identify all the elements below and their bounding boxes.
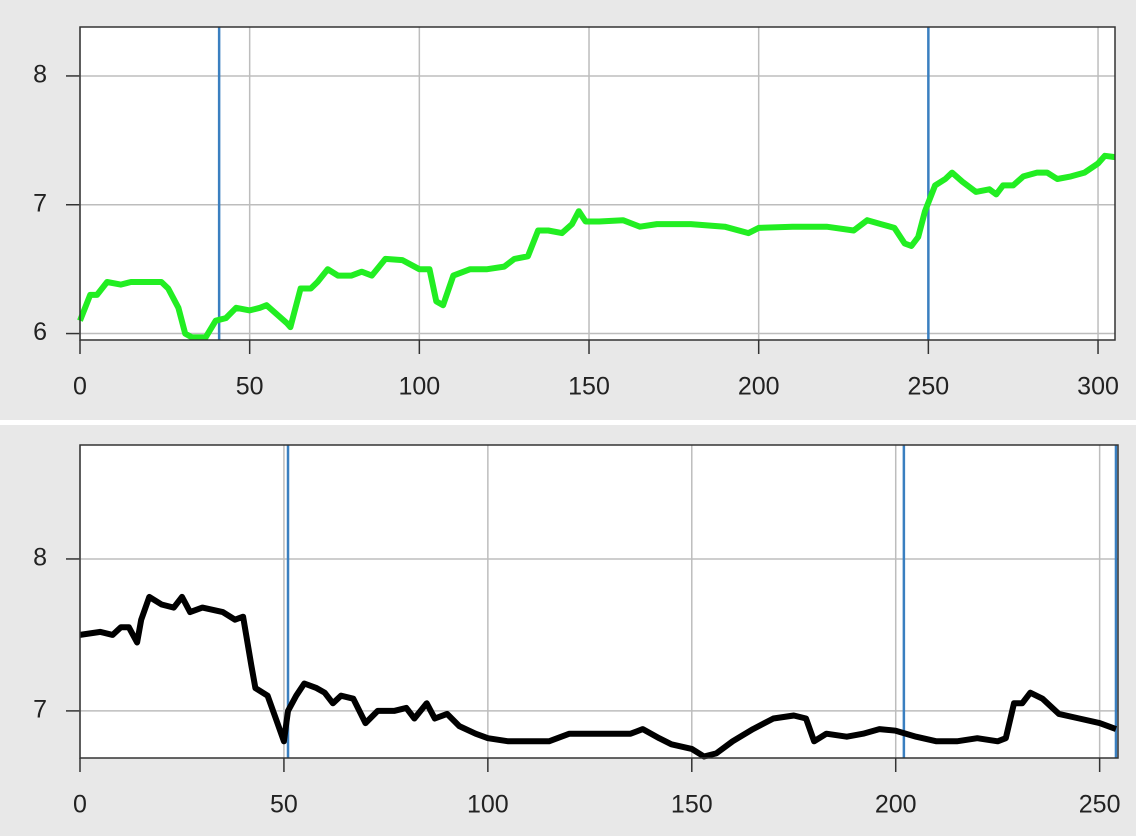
x-tick-label: 150 (568, 373, 610, 401)
plot-area (80, 445, 1118, 758)
x-tick-label: 0 (73, 373, 87, 401)
y-tick-label: 8 (33, 61, 47, 89)
y-tick-label: 8 (33, 544, 47, 572)
x-tick-label: 300 (1077, 373, 1119, 401)
plot-frame (79, 26, 1116, 341)
x-tick-label: 200 (738, 373, 780, 401)
data-line (77, 152, 1116, 341)
x-tick-label: 200 (875, 791, 917, 819)
x-tick-label: 150 (671, 791, 713, 819)
y-tick-label: 7 (33, 189, 47, 217)
x-tick-label: 0 (73, 791, 87, 819)
y-tick-label: 6 (33, 318, 47, 346)
data-line (79, 593, 1118, 760)
plot-area (80, 27, 1115, 340)
y-tick-label: 7 (33, 696, 47, 724)
x-tick-label: 50 (236, 373, 264, 401)
plot-frame (79, 444, 1119, 759)
x-tick-label: 100 (467, 791, 509, 819)
x-tick-label: 250 (908, 373, 950, 401)
x-tick-label: 50 (270, 791, 298, 819)
x-tick-label: 100 (398, 373, 440, 401)
x-tick-label: 250 (1079, 791, 1121, 819)
